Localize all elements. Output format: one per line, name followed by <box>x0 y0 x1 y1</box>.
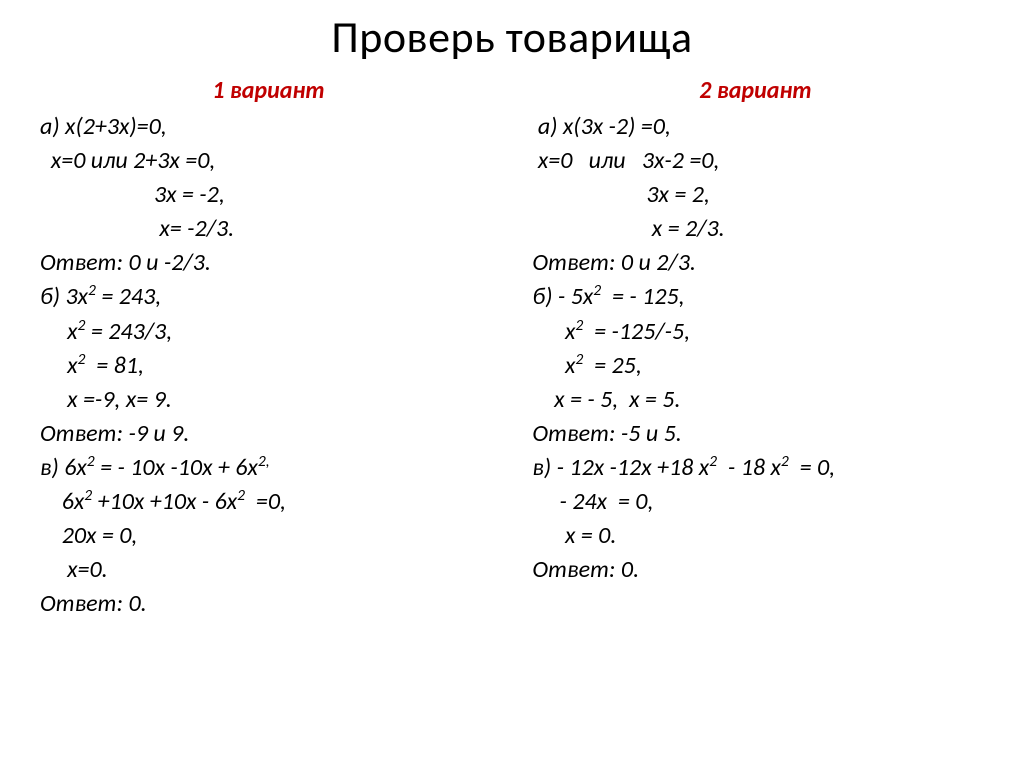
equation-line: х= -2/3. <box>40 212 497 246</box>
variant-2-body: а) х(3х -2) =0, х=0 или 3х-2 =0, 3х = 2,… <box>527 110 984 587</box>
equation-line: Ответ: 0. <box>527 553 984 587</box>
equation-line: х2 = -125/-5, <box>527 315 984 349</box>
page-title: Проверь товарища <box>40 10 984 64</box>
equation-line: 3х = -2, <box>40 178 497 212</box>
variant-1-column: 1 вариант а) х(2+3х)=0, х=0 или 2+3х =0,… <box>40 74 497 621</box>
equation-line: х = 2/3. <box>527 212 984 246</box>
equation-line: а) х(2+3х)=0, <box>40 110 497 144</box>
slide: Проверь товарища 1 вариант а) х(2+3х)=0,… <box>0 0 1024 767</box>
equation-line: Ответ: 0. <box>40 587 497 621</box>
variant-2-header: 2 вариант <box>527 74 984 108</box>
equation-line: х2 = 25, <box>527 349 984 383</box>
equation-line: в) 6х2 = - 10х -10х + 6х2, <box>40 451 497 485</box>
equation-line: х = - 5, х = 5. <box>527 383 984 417</box>
equation-line: Ответ: 0 и 2/3. <box>527 246 984 280</box>
equation-line: - 24х = 0, <box>527 485 984 519</box>
equation-line: а) х(3х -2) =0, <box>527 110 984 144</box>
equation-line: в) - 12х -12х +18 х2 - 18 х2 = 0, <box>527 451 984 485</box>
equation-line: Ответ: -5 и 5. <box>527 417 984 451</box>
equation-line: б) - 5х2 = - 125, <box>527 280 984 314</box>
equation-line: х =-9, х= 9. <box>40 383 497 417</box>
equation-line: 6х2 +10х +10х - 6х2 =0, <box>40 485 497 519</box>
equation-line: Ответ: -9 и 9. <box>40 417 497 451</box>
equation-line: х=0. <box>40 553 497 587</box>
columns-container: 1 вариант а) х(2+3х)=0, х=0 или 2+3х =0,… <box>40 74 984 621</box>
equation-line: 20х = 0, <box>40 519 497 553</box>
equation-line: х=0 или 3х-2 =0, <box>527 144 984 178</box>
variant-1-body: а) х(2+3х)=0, х=0 или 2+3х =0, 3х = -2, … <box>40 110 497 621</box>
variant-1-header: 1 вариант <box>40 74 497 108</box>
equation-line: х = 0. <box>527 519 984 553</box>
equation-line: х2 = 243/3, <box>40 315 497 349</box>
variant-2-column: 2 вариант а) х(3х -2) =0, х=0 или 3х-2 =… <box>517 74 984 621</box>
equation-line: х=0 или 2+3х =0, <box>40 144 497 178</box>
equation-line: б) 3х2 = 243, <box>40 280 497 314</box>
equation-line: 3х = 2, <box>527 178 984 212</box>
equation-line: Ответ: 0 и -2/3. <box>40 246 497 280</box>
equation-line: х2 = 81, <box>40 349 497 383</box>
